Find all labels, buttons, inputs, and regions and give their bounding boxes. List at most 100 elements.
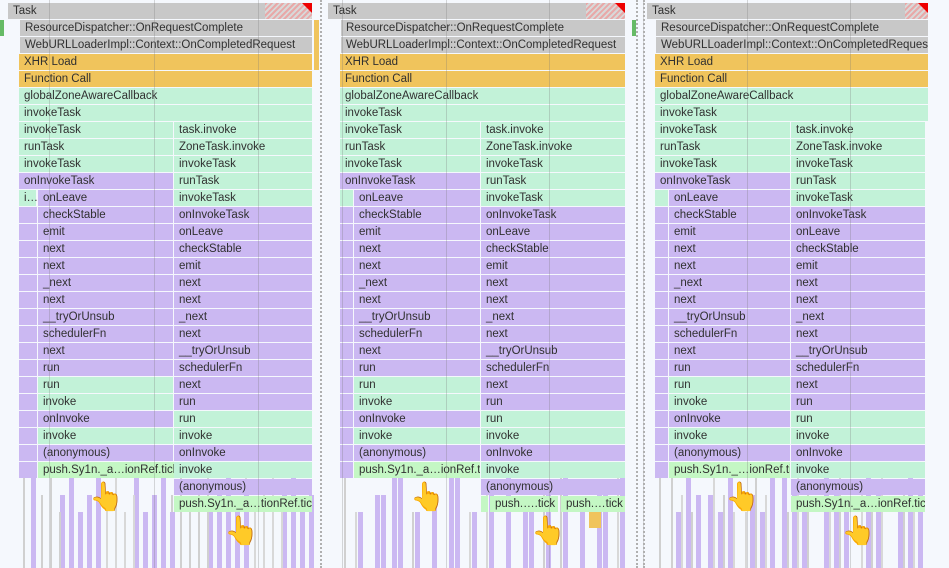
frame-right-12[interactable]: next [174, 326, 312, 342]
url-loader-bar[interactable]: WebURLLoaderImpl::Context::OnCompletedRe… [20, 37, 312, 53]
resource-dispatcher-bar[interactable]: ResourceDispatcher::OnRequestComplete [20, 20, 312, 36]
invoke-task-bar[interactable]: invokeTask [655, 105, 928, 121]
frame-right-1[interactable]: ZoneTask.invoke [481, 139, 625, 155]
frame-left-6[interactable]: emit [669, 224, 790, 240]
frame-left-13[interactable]: next [354, 343, 480, 359]
frame-right-11[interactable]: _next [481, 309, 625, 325]
frame-right-8[interactable]: emit [481, 258, 625, 274]
frame-left-10[interactable]: next [669, 292, 790, 308]
frame-right-20[interactable]: invoke [791, 462, 925, 478]
frame-right-18[interactable]: invoke [174, 428, 312, 444]
frame-right-16[interactable]: run [481, 394, 625, 410]
frame-left-12[interactable]: schedulerFn [38, 326, 173, 342]
frame-left-15[interactable]: run [669, 377, 790, 393]
frame-right-22[interactable]: push.Sy1n._a…tionRef.tick [174, 496, 312, 512]
frame-left-7[interactable]: next [669, 241, 790, 257]
xhr-load-bar[interactable]: XHR Load [655, 54, 928, 70]
frame-right-14[interactable]: schedulerFn [791, 360, 925, 376]
global-zone-callback-bar[interactable]: globalZoneAwareCallback [655, 88, 928, 104]
frame-right-1[interactable]: ZoneTask.invoke [174, 139, 312, 155]
frame-left-20[interactable]: push.Sy1n._a…ionRef.tick [354, 462, 480, 478]
frame-right-6[interactable]: onLeave [481, 224, 625, 240]
frame-right-15[interactable]: next [481, 377, 625, 393]
frame-left-11[interactable]: __tryOrUnsub [669, 309, 790, 325]
function-call-bar[interactable]: Function Call [655, 71, 928, 87]
frame-left-20[interactable]: push.Sy1n._…ionRef.tick [669, 462, 790, 478]
frame-left-0[interactable]: invokeTask [340, 122, 480, 138]
frame-left-14[interactable]: run [354, 360, 480, 376]
frame-right-21[interactable]: (anonymous) [791, 479, 925, 495]
frame-left-14[interactable]: run [38, 360, 173, 376]
frame-right-19[interactable]: onInvoke [791, 445, 925, 461]
frame-left-12[interactable]: schedulerFn [669, 326, 790, 342]
function-call-bar[interactable]: Function Call [19, 71, 312, 87]
url-loader-bar[interactable]: WebURLLoaderImpl::Context::OnCompletedRe… [341, 37, 625, 53]
frame-left-18[interactable]: invoke [669, 428, 790, 444]
resource-dispatcher-bar[interactable]: ResourceDispatcher::OnRequestComplete [656, 20, 928, 36]
frame-right-7[interactable]: checkStable [791, 241, 925, 257]
frame-right-10[interactable]: next [791, 292, 925, 308]
task-bar[interactable]: Task [328, 3, 625, 19]
frame-left-8[interactable]: next [354, 258, 480, 274]
frame-right-2[interactable]: invokeTask [174, 156, 312, 172]
frame-left-13[interactable]: next [38, 343, 173, 359]
frame-left-9[interactable]: _next [669, 275, 790, 291]
frame-left-1[interactable]: runTask [19, 139, 173, 155]
frame-left-11[interactable]: __tryOrUnsub [38, 309, 173, 325]
frame-left-4[interactable]: onLeave [669, 190, 790, 206]
frame-right-1[interactable]: ZoneTask.invoke [791, 139, 925, 155]
global-zone-callback-bar[interactable]: globalZoneAwareCallback [340, 88, 625, 104]
frame-right-4[interactable]: invokeTask [174, 190, 312, 206]
frame-right-14[interactable]: schedulerFn [481, 360, 625, 376]
frame-right-18[interactable]: invoke [791, 428, 925, 444]
frame-right-16[interactable]: run [791, 394, 925, 410]
frame-right-14[interactable]: schedulerFn [174, 360, 312, 376]
frame-left-19[interactable]: (anonymous) [669, 445, 790, 461]
frame-right-18[interactable]: invoke [481, 428, 625, 444]
frame-left-3[interactable]: onInvokeTask [19, 173, 173, 189]
frame-right-0[interactable]: task.invoke [174, 122, 312, 138]
frame-right-8[interactable]: emit [791, 258, 925, 274]
frame-right-12[interactable]: next [791, 326, 925, 342]
function-call-bar[interactable]: Function Call [340, 71, 625, 87]
frame-right-5[interactable]: onInvokeTask [791, 207, 925, 223]
frame-left-15[interactable]: run [38, 377, 173, 393]
frame-left-18[interactable]: invoke [354, 428, 480, 444]
frame-right-3[interactable]: runTask [481, 173, 625, 189]
frame-right-19[interactable]: onInvoke [174, 445, 312, 461]
frame-right-20[interactable]: invoke [481, 462, 625, 478]
frame-left-11[interactable]: __tryOrUnsub [354, 309, 480, 325]
frame-left-1[interactable]: runTask [655, 139, 790, 155]
frame-right-6[interactable]: onLeave [174, 224, 312, 240]
frame-right-split-0[interactable]: push.….tick [490, 496, 558, 512]
frame-right-5[interactable]: onInvokeTask [481, 207, 625, 223]
frame-right-17[interactable]: run [174, 411, 312, 427]
frame-right-19[interactable]: onInvoke [481, 445, 625, 461]
frame-left-19[interactable]: (anonymous) [354, 445, 480, 461]
frame-right-10[interactable]: next [481, 292, 625, 308]
invoke-task-bar[interactable]: invokeTask [19, 105, 312, 121]
frame-left-1[interactable]: runTask [340, 139, 480, 155]
frame-right-11[interactable]: _next [791, 309, 925, 325]
frame-left-8[interactable]: next [38, 258, 173, 274]
frame-right-9[interactable]: next [174, 275, 312, 291]
frame-right-17[interactable]: run [791, 411, 925, 427]
frame-right-split-1[interactable]: push.…tick [561, 496, 625, 512]
frame-left-10[interactable]: next [38, 292, 173, 308]
frame-left-7[interactable]: next [354, 241, 480, 257]
frame-left-16[interactable]: invoke [354, 394, 480, 410]
frame-left-4[interactable]: onLeave [38, 190, 173, 206]
frame-right-12[interactable]: next [481, 326, 625, 342]
frame-right-8[interactable]: emit [174, 258, 312, 274]
frame-right-15[interactable]: next [174, 377, 312, 393]
frame-left-5[interactable]: checkStable [354, 207, 480, 223]
frame-right-22[interactable]: push.Sy1n._a…ionRef.tick [791, 496, 925, 512]
frame-right-11[interactable]: _next [174, 309, 312, 325]
frame-left-8[interactable]: next [669, 258, 790, 274]
frame-left-6[interactable]: emit [354, 224, 480, 240]
frame-left-12[interactable]: schedulerFn [354, 326, 480, 342]
frame-right-sliver[interactable] [481, 496, 488, 512]
invoke-task-bar[interactable]: invokeTask [340, 105, 625, 121]
global-zone-callback-bar[interactable]: globalZoneAwareCallback [19, 88, 312, 104]
frame-left-2[interactable]: invokeTask [19, 156, 173, 172]
